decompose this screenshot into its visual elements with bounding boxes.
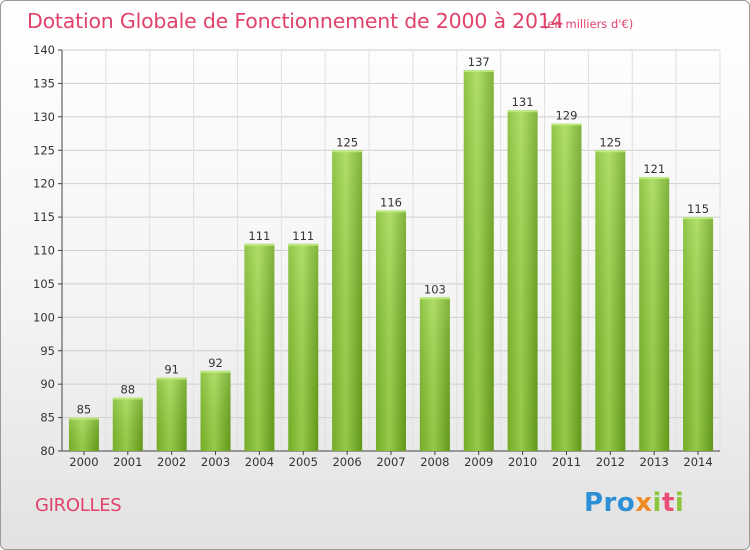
x-tick-label: 2013: [640, 455, 669, 469]
bar-shade-2000: [68, 417, 99, 451]
bar-shade-2007: [376, 210, 406, 451]
data-label: 85: [77, 403, 92, 417]
bar-shade-2001: [112, 397, 143, 451]
data-label: 116: [380, 195, 402, 209]
y-tick-label: 115: [33, 210, 55, 224]
bar-shade-2002: [156, 377, 187, 451]
data-label: 125: [336, 135, 358, 149]
chart-subtitle: (en milliers d'€): [543, 17, 634, 31]
data-label: 115: [687, 202, 709, 216]
x-tick-label: 2006: [332, 455, 361, 469]
x-tick-label: 2011: [552, 455, 581, 469]
x-tick-label: 2004: [245, 455, 274, 469]
bar-shade-2012: [595, 150, 626, 451]
bar-shade-2006: [332, 150, 363, 451]
bar-top-2008: [419, 297, 450, 300]
data-labels: 85 88 91 92 111 111 125 116 103 137 131 129 125 121 11…: [77, 55, 709, 417]
bar-top-2011: [551, 123, 582, 126]
y-tick-label: 105: [33, 277, 55, 291]
x-tick-label: 2001: [113, 455, 142, 469]
commune-name: GIROLLES: [35, 495, 122, 516]
x-tick-label: 2010: [508, 455, 537, 469]
bar-top-2013: [639, 176, 670, 179]
y-tick-label: 110: [33, 244, 55, 258]
data-label: 129: [555, 109, 577, 123]
bars: [68, 70, 714, 452]
x-tick-label: 2007: [376, 455, 405, 469]
x-tick-label: 2005: [289, 455, 318, 469]
x-tick-label: 2014: [683, 455, 712, 469]
bar-shade-2011: [551, 123, 582, 452]
bar-top-2010: [507, 110, 538, 113]
bar-shade-2009: [463, 70, 494, 452]
data-label: 125: [599, 135, 621, 149]
x-tick-label: 2002: [157, 455, 186, 469]
data-label: 131: [512, 95, 534, 109]
y-tick-label: 85: [40, 411, 55, 425]
bar-top-2004: [244, 243, 275, 246]
data-label: 92: [208, 356, 223, 370]
bar-top-2006: [332, 150, 363, 153]
y-tick-label: 125: [33, 143, 55, 157]
y-tick-label: 95: [40, 344, 55, 358]
bar-top-2002: [156, 377, 187, 380]
bar-shade-2005: [288, 243, 319, 451]
y-tick-label: 90: [40, 377, 55, 391]
chart-title: Dotation Globale de Fonctionnement de 20…: [27, 9, 564, 33]
axes: 80 85 90 95 100 105 110 115 120 125 130 135 140 2000 2…: [33, 43, 720, 469]
x-tick-label: 2012: [596, 455, 625, 469]
bar-top-2007: [376, 210, 406, 213]
x-tick-label: 2000: [69, 455, 98, 469]
y-tick-label: 140: [33, 43, 55, 57]
x-tick-label: 2008: [420, 455, 449, 469]
bar-top-2012: [595, 150, 626, 153]
bar-top-2009: [463, 70, 494, 73]
y-tick-label: 100: [33, 310, 55, 324]
data-label: 91: [164, 362, 179, 376]
bar-shade-2014: [683, 217, 714, 451]
bar-shade-2013: [639, 176, 670, 451]
data-label: 111: [292, 229, 314, 243]
bar-top-2003: [200, 370, 231, 373]
bar-shade-2008: [419, 297, 450, 451]
bar-top-2000: [68, 417, 99, 420]
proxiti-logo: Proxiti: [584, 488, 685, 518]
data-label: 121: [643, 162, 665, 176]
bar-top-2014: [683, 217, 714, 220]
data-label: 111: [248, 229, 270, 243]
bar-top-2005: [288, 243, 319, 246]
x-tick-label: 2003: [201, 455, 230, 469]
bar-shade-2003: [200, 370, 231, 451]
data-label: 88: [120, 383, 135, 397]
y-tick-label: 120: [33, 177, 55, 191]
data-label: 103: [424, 282, 446, 296]
y-tick-label: 130: [33, 110, 55, 124]
y-tick-label: 80: [40, 444, 55, 458]
bar-shade-2004: [244, 243, 275, 451]
y-tick-label: 135: [33, 76, 55, 90]
bar-top-2001: [112, 397, 143, 400]
x-tick-label: 2009: [464, 455, 493, 469]
data-label: 137: [468, 55, 490, 69]
bar-shade-2010: [507, 110, 538, 452]
